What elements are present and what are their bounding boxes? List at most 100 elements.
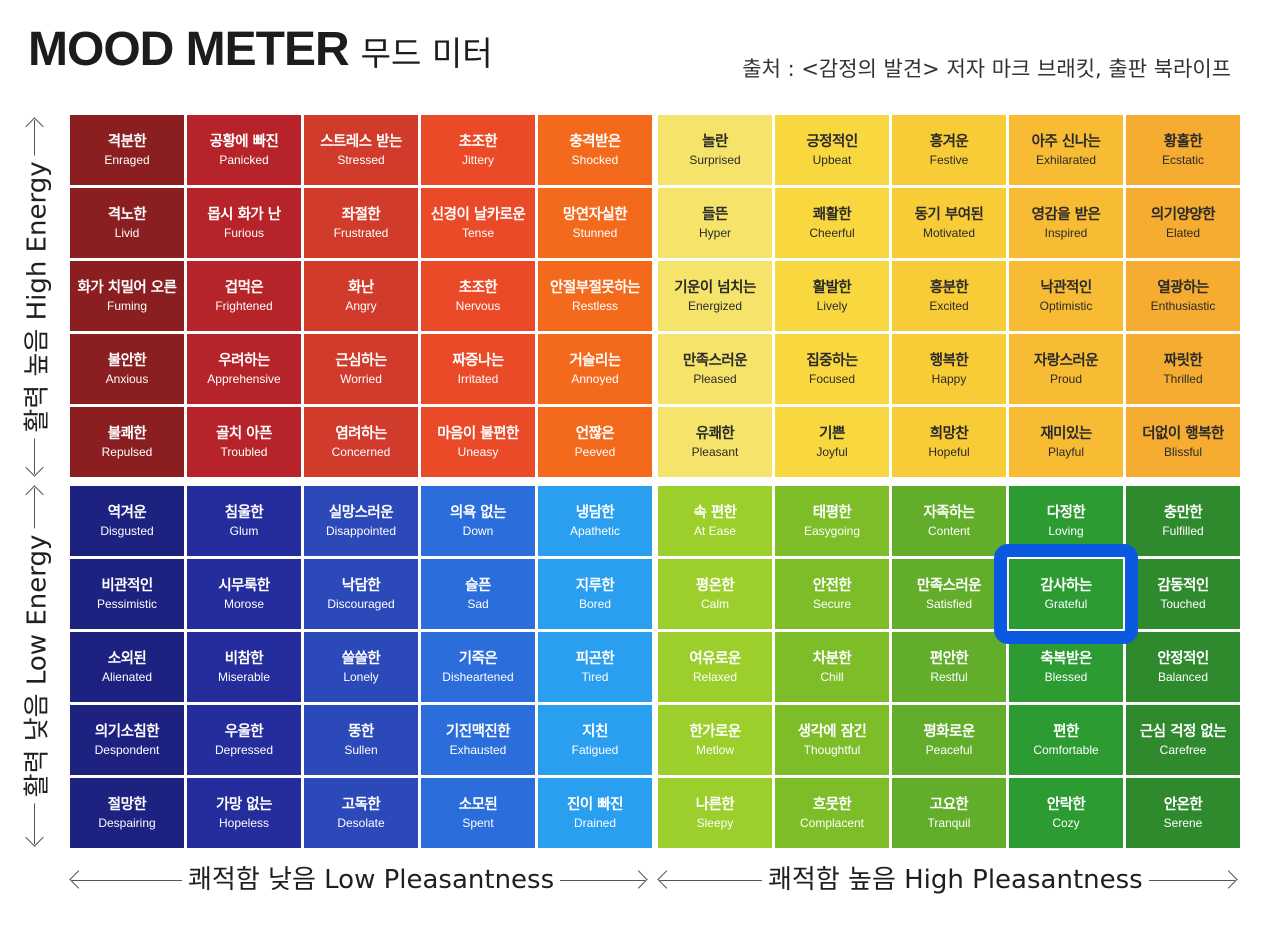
emotion-label-ko: 낙관적인	[1040, 279, 1092, 296]
emotion-cell: 안온한 Serene	[1126, 778, 1240, 848]
emotion-label-ko: 거슬리는	[569, 352, 621, 369]
emotion-cell: 유쾌한 Pleasant	[658, 407, 772, 477]
emotion-label-ko: 겁먹은	[224, 279, 264, 296]
emotion-label-ko: 활발한	[812, 279, 852, 296]
emotion-label-ko: 고요한	[929, 796, 969, 813]
emotion-cell: 긍정적인 Upbeat	[775, 115, 889, 185]
emotion-label-ko: 의기소침한	[94, 723, 160, 740]
emotion-label-en: Happy	[931, 371, 967, 386]
emotion-cell: 동기 부여된 Motivated	[892, 188, 1006, 258]
emotion-cell: 집중하는 Focused	[775, 334, 889, 404]
emotion-label-ko: 시무룩한	[218, 577, 270, 594]
emotion-label-ko: 안정적인	[1157, 650, 1209, 667]
arrow-left-icon	[69, 870, 88, 889]
emotion-label-en: Despairing	[98, 815, 156, 830]
emotion-label-en: At Ease	[693, 523, 737, 538]
quadrant-top-left: 격분한 Enraged 공황에 빠진 Panicked 스트레스 받는 Stressed 초…	[70, 115, 652, 477]
emotion-label-ko: 나른한	[695, 796, 735, 813]
emotion-label-en: Energized	[687, 298, 743, 313]
arrow-down-icon	[25, 828, 44, 847]
arrow-right-icon	[629, 870, 648, 889]
emotion-label-en: Joyful	[816, 444, 848, 459]
emotion-label-ko: 황홀한	[1163, 133, 1203, 150]
emotion-cell: 화난 Angry	[304, 261, 418, 331]
emotion-label-ko: 쓸쓸한	[341, 650, 381, 667]
emotion-label-en: Stunned	[572, 225, 618, 240]
emotion-label-en: Inspired	[1044, 225, 1088, 240]
emotion-label-ko: 감사하는	[1040, 577, 1092, 594]
emotion-cell: 짜릿한 Thrilled	[1126, 334, 1240, 404]
emotion-cell: 들뜬 Hyper	[658, 188, 772, 258]
page-title: MOOD METER 무드 미터	[28, 22, 493, 77]
emotion-label-en: Excited	[929, 298, 969, 313]
emotion-cell: 피곤한 Tired	[538, 632, 652, 702]
emotion-cell: 영감을 받은 Inspired	[1009, 188, 1123, 258]
emotion-label-ko: 만족스러운	[682, 352, 748, 369]
emotion-label-en: Tense	[461, 225, 495, 240]
emotion-label-en: Jittery	[461, 152, 494, 167]
x-axis-high: 쾌적함 높음 High Pleasantness	[657, 862, 1238, 898]
emotion-cell: 낙관적인 Optimistic	[1009, 261, 1123, 331]
emotion-label-ko: 몹시 화가 난	[207, 206, 281, 223]
emotion-label-ko: 소외된	[107, 650, 147, 667]
emotion-label-ko: 망연자실한	[562, 206, 628, 223]
emotion-cell: 평온한 Calm	[658, 559, 772, 629]
emotion-label-en: Annoyed	[571, 371, 619, 386]
emotion-label-ko: 안절부절못하는	[550, 279, 640, 296]
emotion-label-en: Complacent	[799, 815, 865, 830]
emotion-label-ko: 축복받은	[1040, 650, 1092, 667]
emotion-cell: 한가로운 Metlow	[658, 705, 772, 775]
emotion-label-ko: 태평한	[812, 504, 852, 521]
emotion-label-en: Surprised	[689, 152, 741, 167]
emotion-label-ko: 안온한	[1163, 796, 1203, 813]
emotion-cell: 흥겨운 Festive	[892, 115, 1006, 185]
emotion-label-ko: 냉담한	[575, 504, 615, 521]
emotion-cell: 불쾌한 Repulsed	[70, 407, 184, 477]
emotion-label-en: Fuming	[106, 298, 147, 313]
emotion-label-en: Disheartened	[442, 669, 514, 684]
emotion-cell: 쾌활한 Cheerful	[775, 188, 889, 258]
emotion-label-ko: 평온한	[695, 577, 735, 594]
emotion-label-ko: 열광하는	[1157, 279, 1209, 296]
quadrant-bottom-right: 속 편한 At Ease 태평한 Easygoing 자족하는 Content 다정한 Lov…	[658, 486, 1240, 848]
emotion-label-ko: 기진맥진한	[445, 723, 511, 740]
emotion-cell: 기죽은 Disheartened	[421, 632, 535, 702]
emotion-cell: 기쁜 Joyful	[775, 407, 889, 477]
emotion-label-en: Enraged	[104, 152, 150, 167]
emotion-label-en: Easygoing	[803, 523, 861, 538]
emotion-label-ko: 낙담한	[341, 577, 381, 594]
emotion-cell: 재미있는 Playful	[1009, 407, 1123, 477]
emotion-label-ko: 짜증나는	[452, 352, 504, 369]
emotion-cell: 평화로운 Peaceful	[892, 705, 1006, 775]
emotion-cell: 충만한 Fulfilled	[1126, 486, 1240, 556]
emotion-cell: 낙담한 Discouraged	[304, 559, 418, 629]
emotion-label-ko: 한가로운	[689, 723, 741, 740]
emotion-cell: 불안한 Anxious	[70, 334, 184, 404]
emotion-label-ko: 기운이 넘치는	[674, 279, 756, 296]
emotion-cell: 골치 아픈 Troubled	[187, 407, 301, 477]
emotion-cell: 열광하는 Enthusiastic	[1126, 261, 1240, 331]
emotion-label-ko: 동기 부여된	[914, 206, 984, 223]
emotion-label-en: Enthusiastic	[1150, 298, 1216, 313]
x-axis-low-label: 쾌적함 낮음 Low Pleasantness	[182, 862, 561, 898]
emotion-label-ko: 소모된	[458, 796, 498, 813]
emotion-label-ko: 가망 없는	[216, 796, 272, 813]
emotion-label-en: Cheerful	[809, 225, 855, 240]
emotion-label-en: Thoughtful	[803, 742, 861, 757]
emotion-cell: 자족하는 Content	[892, 486, 1006, 556]
emotion-label-ko: 불안한	[107, 352, 147, 369]
emotion-cell: 격분한 Enraged	[70, 115, 184, 185]
emotion-cell: 황홀한 Ecstatic	[1126, 115, 1240, 185]
x-axis-high-label: 쾌적함 높음 High Pleasantness	[762, 862, 1149, 898]
emotion-cell: 가망 없는 Hopeless	[187, 778, 301, 848]
emotion-label-ko: 행복한	[929, 352, 969, 369]
emotion-cell: 망연자실한 Stunned	[538, 188, 652, 258]
emotion-label-en: Chill	[820, 669, 844, 684]
emotion-label-ko: 기죽은	[458, 650, 498, 667]
emotion-label-ko: 언짢은	[575, 425, 615, 442]
emotion-label-ko: 뚱한	[348, 723, 374, 740]
emotion-label-en: Thrilled	[1163, 371, 1203, 386]
emotion-label-en: Tired	[581, 669, 609, 684]
emotion-cell: 더없이 행복한 Blissful	[1126, 407, 1240, 477]
emotion-cell: 흥분한 Excited	[892, 261, 1006, 331]
